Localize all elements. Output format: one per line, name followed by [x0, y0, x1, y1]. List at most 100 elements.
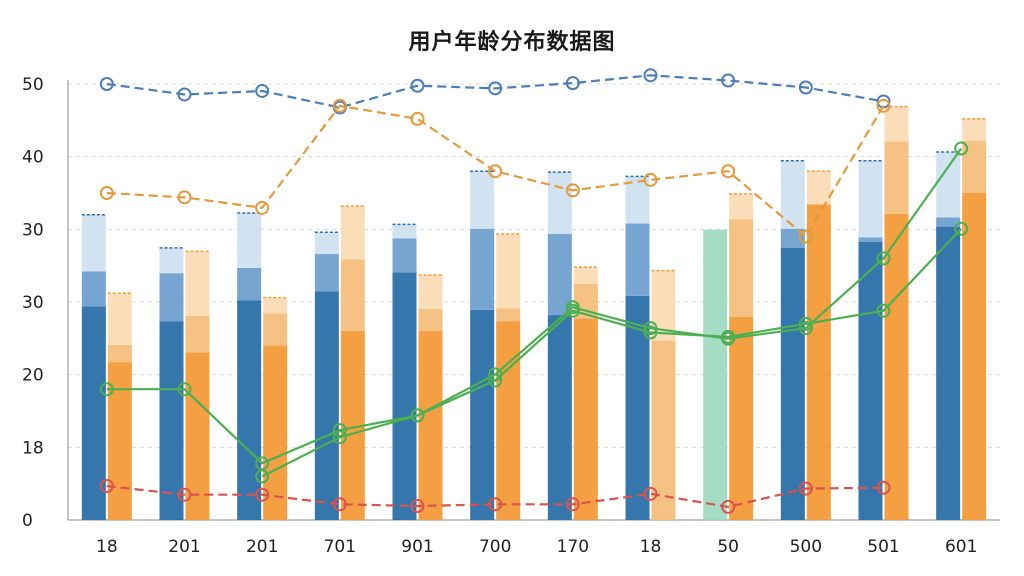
x-tick-label: 201	[168, 537, 200, 557]
y-tick-label: 30	[22, 293, 44, 313]
x-tick-label: 901	[401, 537, 433, 557]
bar-segment	[470, 309, 495, 520]
series-point	[488, 373, 503, 388]
bar-segment	[496, 321, 521, 520]
series-point	[255, 200, 270, 215]
chart-title: 用户年龄分布数据图	[408, 30, 616, 55]
series-point	[643, 321, 658, 336]
bar-segment	[392, 238, 417, 273]
series-point	[177, 487, 192, 502]
series-point	[255, 487, 270, 502]
bar-segment	[496, 308, 521, 322]
x-tick-label: 170	[557, 537, 589, 557]
bar-segment	[625, 223, 650, 296]
bar-segment	[962, 140, 987, 193]
series-point	[177, 87, 192, 102]
series-point	[332, 98, 347, 113]
x-tick-label: 201	[246, 537, 278, 557]
bar-segment	[314, 254, 339, 292]
x-tick-label: 18	[96, 537, 118, 557]
series-point	[332, 497, 347, 512]
series-point	[410, 408, 425, 423]
series-point	[954, 141, 969, 156]
series-line	[106, 484, 884, 508]
bar-segment	[651, 340, 676, 520]
bar-segment	[418, 274, 443, 309]
bar-segment	[159, 273, 184, 322]
series-point	[876, 98, 891, 113]
bar-segment	[392, 224, 417, 239]
series-point	[99, 77, 114, 91]
series-point	[565, 497, 580, 512]
x-tick-label: 50	[717, 537, 739, 557]
series-point	[798, 80, 813, 95]
bar-segment	[780, 228, 805, 248]
series-point	[876, 480, 891, 495]
bar-segment	[263, 313, 288, 346]
series-point	[954, 221, 969, 236]
series-point	[332, 430, 347, 445]
series-point	[565, 76, 580, 91]
x-tick-label: 601	[945, 537, 977, 557]
series-point	[488, 81, 503, 96]
series-point	[798, 321, 813, 336]
bar-segment	[858, 160, 883, 238]
bar-segment	[962, 118, 987, 141]
x-tick-label: 700	[479, 537, 511, 557]
bar-segment	[107, 344, 132, 363]
series-line	[106, 147, 963, 465]
bar-segment	[314, 232, 339, 255]
y-tick-label: 20	[22, 366, 44, 386]
bar-segment	[392, 272, 417, 520]
bar-segment	[573, 267, 598, 284]
series-point	[721, 499, 736, 514]
bar-segment	[936, 152, 961, 218]
bar-segment	[107, 293, 132, 345]
bar-segment	[806, 204, 831, 520]
series-point	[643, 172, 658, 187]
bar-segment	[884, 213, 909, 521]
bar-segment	[547, 315, 572, 520]
series-point	[721, 164, 736, 179]
series-point	[410, 499, 425, 514]
series-point	[177, 382, 192, 397]
series-point	[721, 73, 736, 88]
bar-segment	[470, 228, 495, 310]
bar-segment	[729, 193, 754, 220]
bar-segment	[418, 308, 443, 331]
series-point	[643, 325, 658, 340]
series-point	[798, 481, 813, 496]
bar-segment	[81, 271, 106, 307]
y-tick-label: 50	[22, 75, 44, 95]
series-point	[488, 164, 503, 179]
bar-segment	[884, 106, 909, 142]
bar-segment	[237, 300, 262, 520]
series-point	[798, 316, 813, 331]
x-tick-label: 18	[640, 537, 662, 557]
series-point	[410, 111, 425, 126]
bar-segment	[237, 213, 262, 268]
bar-segment	[858, 241, 883, 520]
bar-segment	[81, 214, 106, 272]
bar-segment	[547, 172, 572, 234]
bar-segment	[780, 247, 805, 520]
series-point	[565, 303, 580, 318]
series-point	[177, 190, 192, 205]
series-point	[255, 83, 270, 98]
bar-segment	[547, 233, 572, 316]
bar-segment	[470, 171, 495, 229]
bar-segment	[237, 267, 262, 301]
series-point	[410, 78, 425, 93]
series-point	[876, 303, 891, 318]
series-point	[488, 497, 503, 512]
bar-segment	[263, 345, 288, 520]
bar-segment	[806, 171, 831, 205]
series-point	[99, 478, 114, 493]
bar-segment	[573, 318, 598, 520]
bar-segment	[858, 237, 883, 242]
x-tick-label: 701	[324, 537, 356, 557]
series-point	[99, 382, 114, 397]
series-line	[106, 104, 885, 238]
